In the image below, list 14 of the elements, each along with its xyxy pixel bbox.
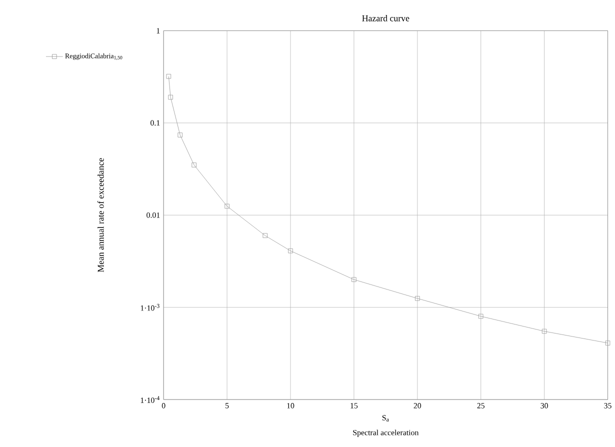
- point: [415, 296, 420, 301]
- point: [224, 204, 230, 209]
- chart-title: Hazard curve: [362, 14, 410, 22]
- point: [605, 340, 610, 346]
- point: [192, 162, 196, 168]
- point: [262, 233, 268, 238]
- point: [168, 94, 173, 100]
- point: [288, 248, 293, 254]
- point: [178, 132, 182, 138]
- point: [166, 74, 172, 79]
- point: [352, 277, 356, 282]
- point: [542, 328, 547, 334]
- point: [478, 314, 484, 319]
- y-axis-title: Mean annual rate of exceedance: [97, 158, 104, 272]
